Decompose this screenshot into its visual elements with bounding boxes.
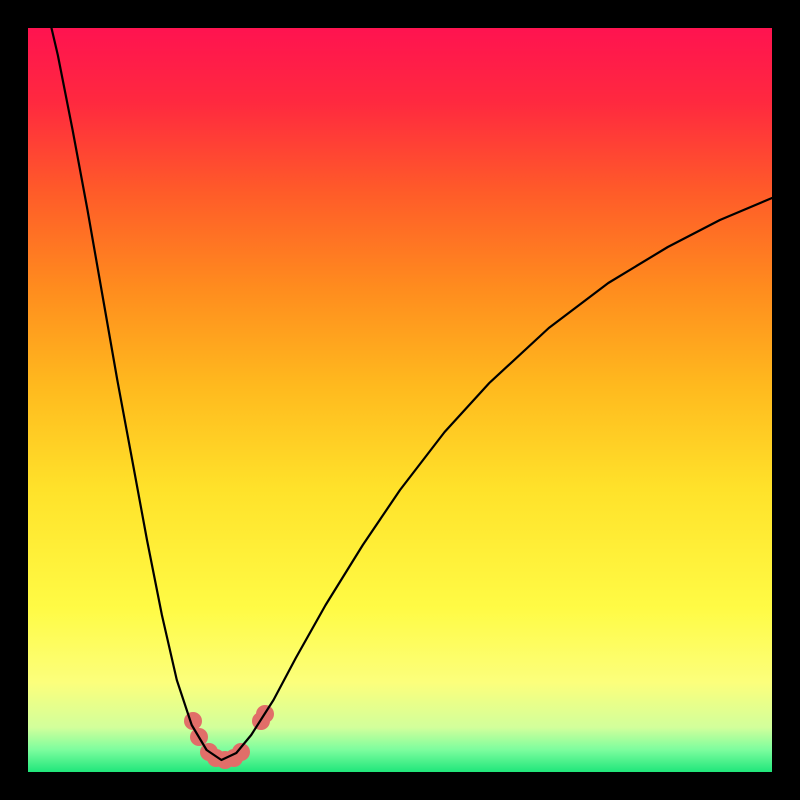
gradient-background [28,28,772,772]
chart-frame: TheBottleneck.com [0,0,800,800]
border-edge [0,772,800,800]
border-edge [772,0,800,800]
border-edge [0,0,28,800]
watermark-text: TheBottleneck.com [567,2,772,30]
